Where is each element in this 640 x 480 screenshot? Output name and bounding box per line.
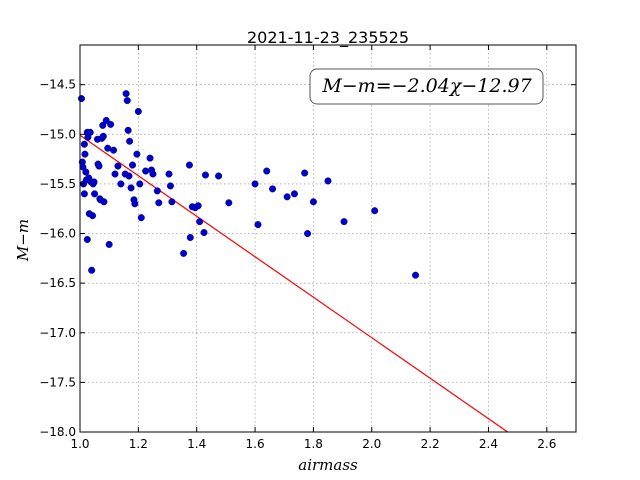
data-point	[86, 128, 94, 136]
x-tick-label: 1.8	[304, 437, 323, 451]
data-point	[90, 178, 98, 186]
ticks-layer: 1.0 1.2 1.4 1.6 1.8 2.0 2.2 2.4 2.6 −14.5 −15.0 −15…	[39, 45, 576, 451]
y-tick-label: −17.5	[39, 375, 76, 389]
data-point	[89, 212, 97, 220]
x-tick-label: 2.6	[537, 437, 556, 451]
data-point	[165, 170, 173, 178]
data-point	[412, 271, 420, 279]
fit-equation-box: M−m=−2.04χ−12.97	[309, 68, 544, 105]
data-point	[263, 167, 271, 175]
data-point	[155, 199, 163, 207]
y-tick-label: −14.5	[39, 78, 76, 92]
data-point	[122, 90, 130, 98]
fit-layer	[79, 134, 508, 433]
fit-equation-frame	[309, 68, 544, 105]
data-point	[196, 218, 204, 226]
y-tick-label: −18.0	[39, 425, 76, 439]
data-point	[99, 121, 107, 129]
data-point	[153, 187, 161, 195]
data-point	[88, 266, 96, 274]
data-point	[142, 167, 150, 175]
data-point	[82, 168, 90, 176]
y-tick-label: −15.5	[39, 177, 76, 191]
data-point	[149, 170, 157, 178]
data-point	[99, 132, 107, 140]
data-point	[104, 144, 112, 152]
data-point	[194, 202, 202, 210]
data-point	[200, 229, 208, 237]
data-point	[215, 172, 223, 180]
fit-equation-text: M−m=−2.04χ−12.97	[321, 75, 532, 97]
data-point	[83, 235, 91, 243]
data-point	[186, 234, 194, 242]
data-point	[324, 177, 332, 185]
data-point	[77, 95, 85, 103]
data-point	[136, 180, 144, 188]
data-point	[168, 198, 176, 206]
x-tick-label: 2.0	[362, 437, 381, 451]
y-tick-label: −15.0	[39, 127, 76, 141]
data-point	[146, 154, 154, 162]
data-point	[340, 218, 348, 226]
chart-title: 2021-11-23_235525	[247, 28, 409, 48]
data-point	[81, 150, 89, 158]
data-point	[137, 214, 145, 222]
data-point	[102, 116, 110, 124]
data-point	[114, 162, 122, 170]
y-axis-label: M−m	[14, 219, 32, 262]
plot-frame	[79, 44, 577, 433]
data-point	[269, 185, 277, 193]
data-point	[129, 161, 137, 169]
data-point	[125, 172, 133, 180]
data-point	[107, 120, 115, 128]
data-point	[117, 180, 125, 188]
data-point	[80, 190, 88, 198]
data-point	[91, 190, 99, 198]
data-point	[127, 184, 135, 192]
data-point	[254, 221, 262, 229]
data-point	[105, 240, 113, 248]
data-point	[100, 198, 108, 206]
x-tick-label: 2.4	[479, 437, 498, 451]
data-point	[95, 162, 103, 170]
data-point	[251, 180, 259, 188]
x-tick-label: 1.6	[246, 437, 265, 451]
data-point	[309, 198, 317, 206]
data-point	[126, 137, 134, 145]
data-point	[123, 97, 131, 105]
x-tick-label: 1.2	[129, 437, 148, 451]
x-tick-label: 1.4	[187, 437, 206, 451]
data-point	[133, 150, 141, 158]
data-point	[134, 107, 142, 115]
y-tick-label: −16.5	[39, 276, 76, 290]
data-point	[304, 230, 312, 238]
data-point	[111, 170, 119, 178]
data-point	[180, 249, 188, 257]
data-point	[110, 146, 118, 154]
data-point	[225, 199, 233, 207]
data-point	[290, 190, 298, 198]
x-tick-label: 2.2	[421, 437, 440, 451]
data-point	[80, 140, 88, 148]
data-point	[201, 171, 209, 179]
data-point	[371, 207, 379, 215]
fit-line	[79, 134, 508, 433]
data-point	[283, 193, 291, 201]
data-point	[124, 126, 132, 134]
points-layer	[77, 90, 420, 279]
y-tick-label: −16.0	[39, 227, 76, 241]
data-point	[131, 200, 139, 208]
y-tick-label: −17.0	[39, 326, 76, 340]
x-axis-label: airmass	[298, 456, 358, 474]
data-point	[185, 161, 193, 169]
data-point	[166, 182, 174, 190]
data-point	[301, 169, 309, 177]
x-tick-label: 1.0	[70, 437, 89, 451]
